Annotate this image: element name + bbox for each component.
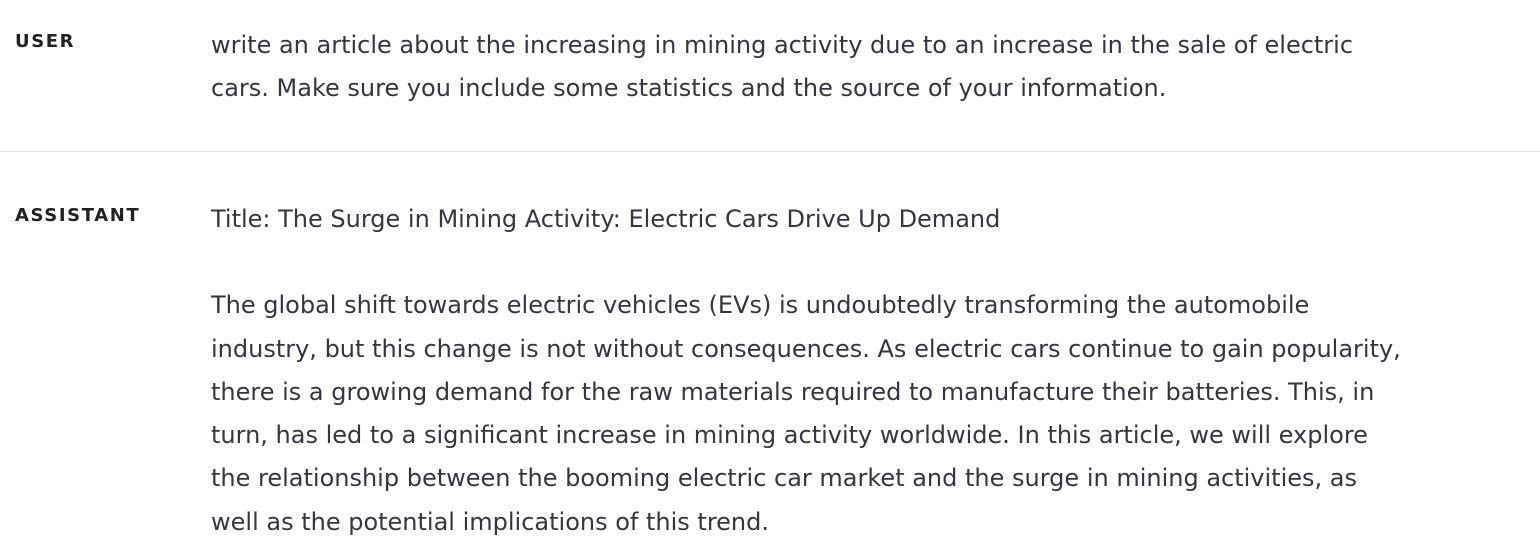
user-message-content[interactable]: write an article about the increasing in… [211,24,1540,151]
assistant-message: ASSISTANT Title: The Surge in Mining Act… [15,198,1540,544]
assistant-message-content[interactable]: Title: The Surge in Mining Activity: Ele… [211,198,1540,544]
user-message-text: write an article about the increasing in… [211,24,1530,111]
text-line: there is a growing demand for the raw ma… [211,377,1375,406]
text-line: the relationship between the booming ele… [211,464,1357,493]
text-line: turn, has led to a significant increase … [211,421,1368,450]
text-line: Title: The Surge in Mining Activity: Ele… [211,205,1001,233]
article-title: Title: The Surge in Mining Activity: Ele… [211,198,1530,241]
role-label-assistant: ASSISTANT [15,205,141,226]
user-message: USER write an article about the increasi… [0,0,1540,152]
text-line: well as the potential implications of th… [211,507,769,536]
article-paragraph: The global shift towards electric vehicl… [211,284,1530,544]
text-line: write an article about the increasing in… [211,31,1354,59]
text-line: industry, but this change is not without… [211,334,1401,363]
role-label-user: USER [15,31,76,52]
text-line: cars. Make sure you include some statist… [211,74,1167,103]
text-line: The global shift towards electric vehicl… [211,291,1310,320]
